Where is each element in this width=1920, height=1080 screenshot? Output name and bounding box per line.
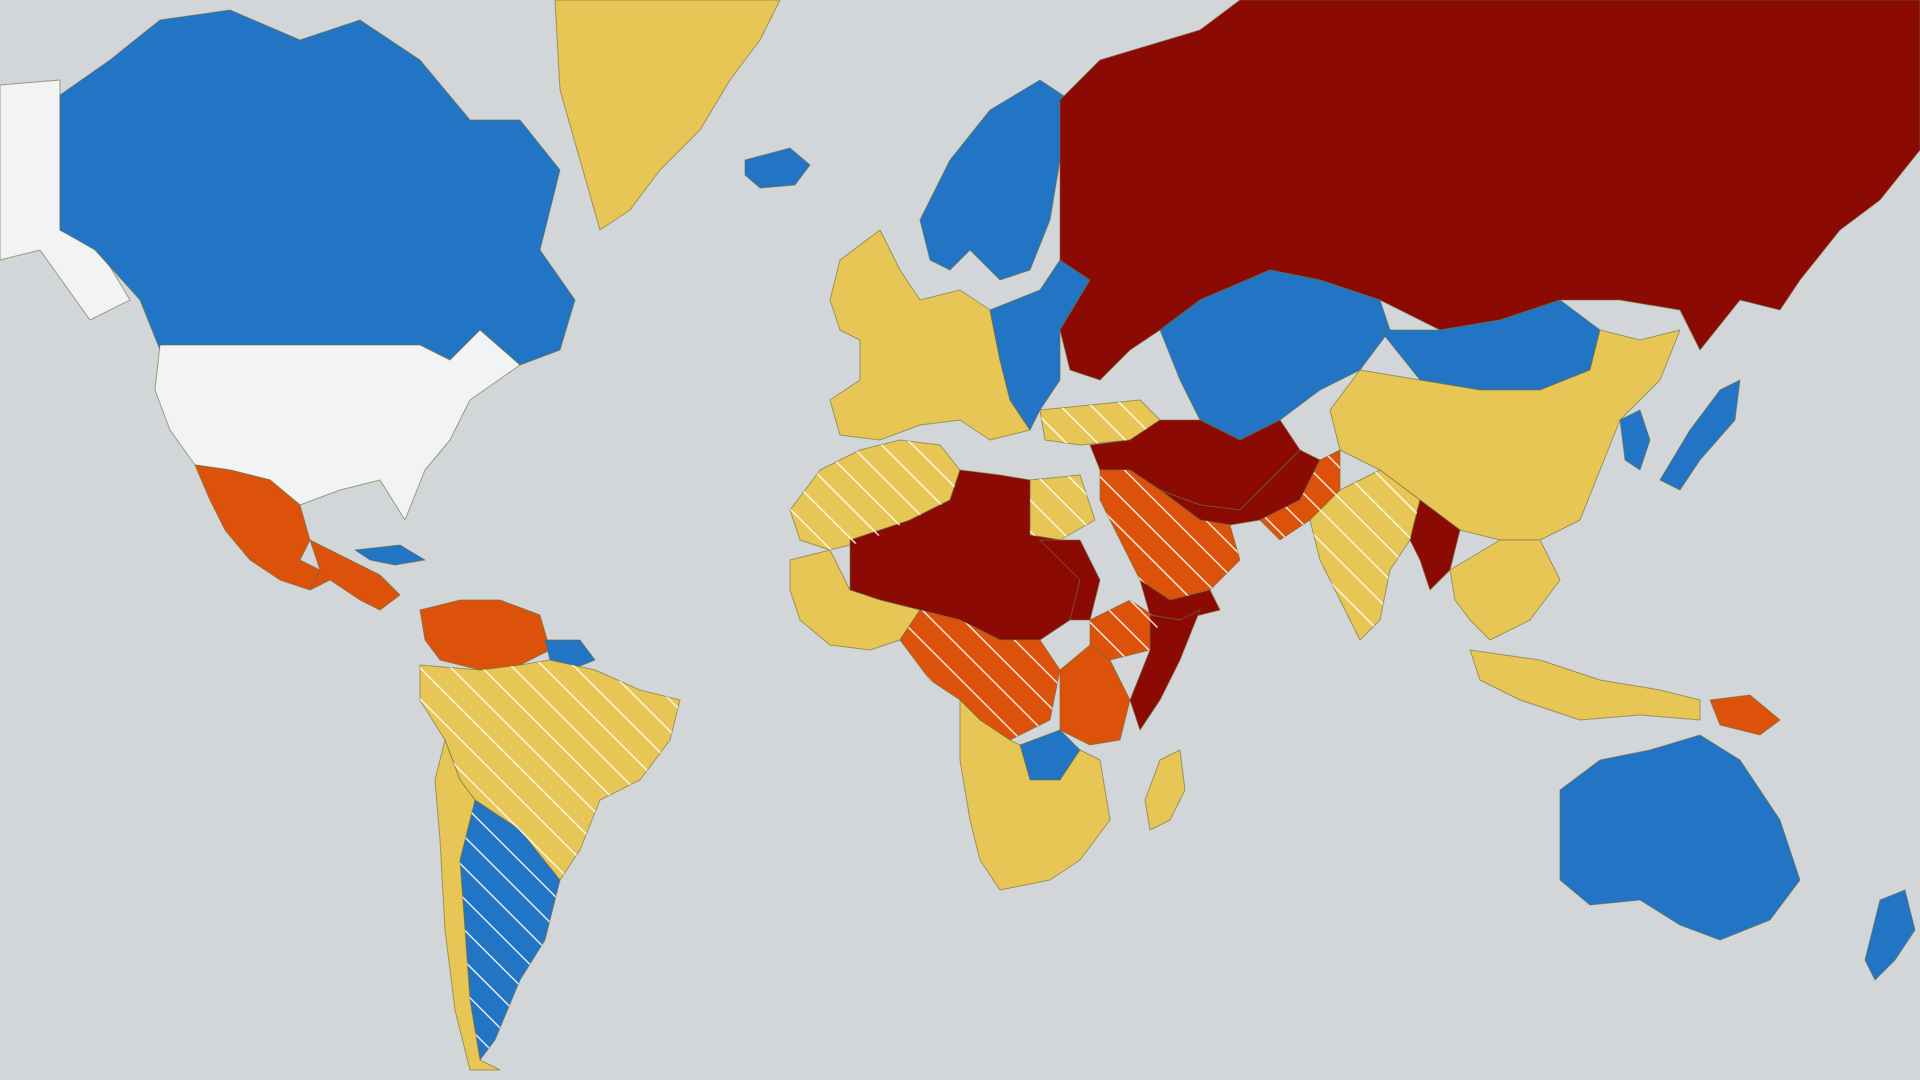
region-usa[interactable] [154,329,521,521]
region-madagascar[interactable] [1144,749,1186,831]
region-indonesia[interactable] [1469,649,1701,721]
region-southeast-asia[interactable] [1449,539,1561,641]
hatch-brazil-andes [420,660,680,880]
hatch-egypt [1030,475,1095,540]
hatch-turkey [1040,400,1160,445]
region-greenland[interactable] [554,0,781,231]
region-central-eastern-europe[interactable] [989,259,1091,431]
region-cuba[interactable] [354,544,426,566]
region-scandinavia[interactable] [919,79,1071,281]
hatch-nigeria-central-africa [900,610,1060,740]
region-venezuela-colombia[interactable] [419,599,551,671]
hatch-ethiopia [1090,600,1160,660]
region-central-america[interactable] [309,539,401,611]
region-papua-new-guinea[interactable] [1709,694,1781,736]
region-australia[interactable] [1559,734,1801,941]
region-japan[interactable] [1659,379,1741,491]
region-southern-africa[interactable] [959,699,1111,891]
region-canada[interactable] [59,9,576,366]
region-new-zealand[interactable] [1864,889,1916,981]
hatch-argentina-uruguay [460,800,560,1060]
hatch-saudi-arabia [1100,470,1240,600]
hatch-pakistan [1260,450,1340,540]
region-korea[interactable] [1619,409,1651,471]
hatch-india [1310,470,1420,640]
region-somalia[interactable] [1129,609,1201,731]
hatch-overlay-layer [420,400,1420,1060]
region-western-europe[interactable] [829,229,1031,441]
hatch-north-africa [790,440,960,550]
region-iceland[interactable] [744,147,811,189]
